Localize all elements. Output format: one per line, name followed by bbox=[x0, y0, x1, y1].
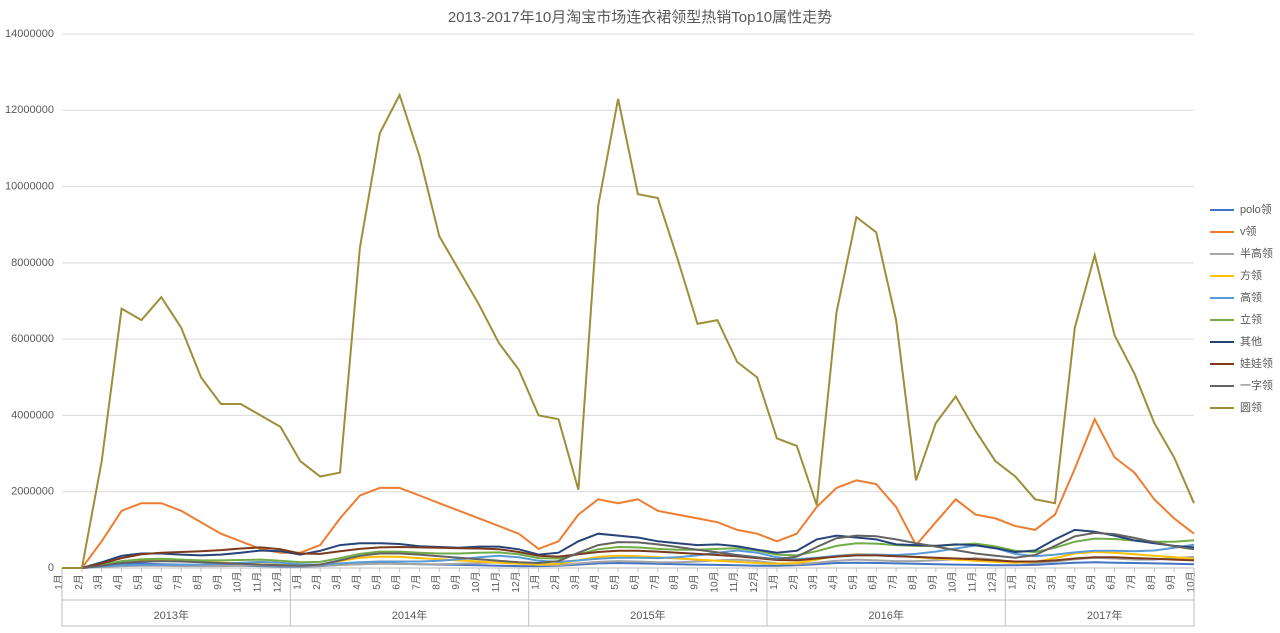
x-tick-label: 2月 bbox=[73, 574, 85, 590]
x-tick-label: 1月 bbox=[768, 574, 780, 590]
x-tick-label: 5月 bbox=[1086, 574, 1098, 590]
x-tick-label: 1月 bbox=[1006, 574, 1018, 590]
x-tick-label: 8月 bbox=[669, 574, 681, 590]
x-tick-label: 2月 bbox=[1026, 574, 1038, 590]
x-tick-label: 4月 bbox=[351, 574, 363, 590]
x-tick-label: 12月 bbox=[748, 571, 760, 592]
x-tick-label: 11月 bbox=[967, 572, 979, 592]
y-tick-label: 4000000 bbox=[11, 409, 54, 421]
x-tick-label: 9月 bbox=[689, 574, 701, 590]
legend-label: 立领 bbox=[1240, 312, 1262, 326]
x-tick-label: 6月 bbox=[629, 574, 641, 590]
x-tick-label: 3月 bbox=[569, 574, 581, 590]
x-tick-label: 6月 bbox=[867, 574, 879, 590]
y-tick-label: 6000000 bbox=[11, 333, 54, 345]
x-tick-label: 6月 bbox=[391, 574, 403, 590]
x-tick-label: 3月 bbox=[808, 574, 820, 590]
x-tick-label: 1月 bbox=[530, 574, 542, 590]
legend-label: 高领 bbox=[1240, 290, 1262, 304]
year-label: 2015年 bbox=[630, 608, 665, 622]
x-tick-label: 8月 bbox=[1145, 574, 1157, 590]
legend-label: 娃娃领 bbox=[1240, 357, 1273, 370]
x-tick-label: 6月 bbox=[1106, 574, 1118, 590]
x-tick-label: 5月 bbox=[371, 574, 383, 590]
y-tick-label: 12000000 bbox=[5, 104, 54, 116]
x-tick-label: 12月 bbox=[510, 571, 522, 592]
x-tick-label: 7月 bbox=[172, 574, 184, 590]
x-tick-label: 1月 bbox=[53, 574, 65, 590]
x-tick-label: 4月 bbox=[828, 574, 840, 590]
y-tick-label: 10000000 bbox=[5, 180, 54, 192]
x-tick-label: 9月 bbox=[927, 574, 939, 590]
x-tick-label: 8月 bbox=[192, 574, 204, 590]
x-tick-label: 10月 bbox=[947, 571, 959, 592]
y-tick-label: 0 bbox=[48, 562, 54, 574]
legend-label: 圆领 bbox=[1240, 401, 1262, 414]
legend-label: 方领 bbox=[1240, 268, 1262, 282]
x-tick-label: 5月 bbox=[847, 574, 859, 590]
x-tick-label: 7月 bbox=[1125, 574, 1137, 590]
x-tick-label: 11月 bbox=[252, 572, 264, 592]
x-tick-label: 2月 bbox=[788, 574, 800, 590]
x-tick-label: 9月 bbox=[1165, 574, 1177, 590]
x-tick-label: 9月 bbox=[450, 574, 462, 590]
year-label: 2017年 bbox=[1087, 608, 1122, 622]
y-tick-label: 8000000 bbox=[11, 257, 54, 269]
x-tick-label: 2月 bbox=[311, 574, 323, 590]
x-tick-label: 5月 bbox=[609, 574, 621, 590]
x-tick-label: 11月 bbox=[490, 572, 502, 592]
x-tick-label: 6月 bbox=[152, 574, 164, 590]
x-tick-label: 10月 bbox=[232, 571, 244, 592]
year-label: 2013年 bbox=[153, 608, 188, 622]
series-line bbox=[62, 95, 1194, 568]
x-tick-label: 10月 bbox=[470, 571, 482, 592]
x-tick-label: 3月 bbox=[93, 574, 105, 590]
x-tick-label: 2月 bbox=[549, 574, 561, 590]
x-tick-label: 1月 bbox=[291, 574, 303, 590]
x-tick-label: 4月 bbox=[1066, 574, 1078, 590]
x-tick-label: 7月 bbox=[649, 574, 661, 590]
legend-label: v领 bbox=[1240, 225, 1257, 238]
x-tick-label: 7月 bbox=[887, 574, 899, 590]
x-tick-label: 12月 bbox=[271, 571, 283, 592]
y-tick-label: 2000000 bbox=[11, 486, 54, 498]
x-tick-label: 11月 bbox=[728, 572, 740, 592]
series-line bbox=[62, 419, 1194, 568]
x-tick-label: 5月 bbox=[132, 574, 144, 590]
x-tick-label: 3月 bbox=[1046, 574, 1058, 590]
legend-label: 其他 bbox=[1240, 335, 1262, 348]
legend-label: polo领 bbox=[1240, 203, 1272, 216]
year-label: 2014年 bbox=[392, 608, 427, 622]
x-tick-label: 3月 bbox=[331, 574, 343, 590]
x-tick-label: 8月 bbox=[907, 574, 919, 590]
x-tick-label: 4月 bbox=[113, 574, 125, 590]
x-tick-label: 7月 bbox=[410, 574, 422, 590]
x-tick-label: 10月 bbox=[708, 571, 720, 592]
chart-svg: 0 2000000 4000000 6000000 8000000 10000000 120… bbox=[0, 0, 1280, 633]
x-tick-label: 12月 bbox=[986, 571, 998, 592]
y-tick-label: 14000000 bbox=[5, 28, 54, 40]
x-tick-label: 8月 bbox=[430, 574, 442, 590]
x-tick-label: 9月 bbox=[212, 574, 224, 590]
legend-label: 一字领 bbox=[1240, 378, 1273, 392]
x-tick-label: 4月 bbox=[589, 574, 601, 590]
x-tick-label: 10月 bbox=[1185, 571, 1197, 592]
year-label: 2016年 bbox=[868, 608, 903, 622]
legend-label: 半高领 bbox=[1240, 246, 1273, 260]
